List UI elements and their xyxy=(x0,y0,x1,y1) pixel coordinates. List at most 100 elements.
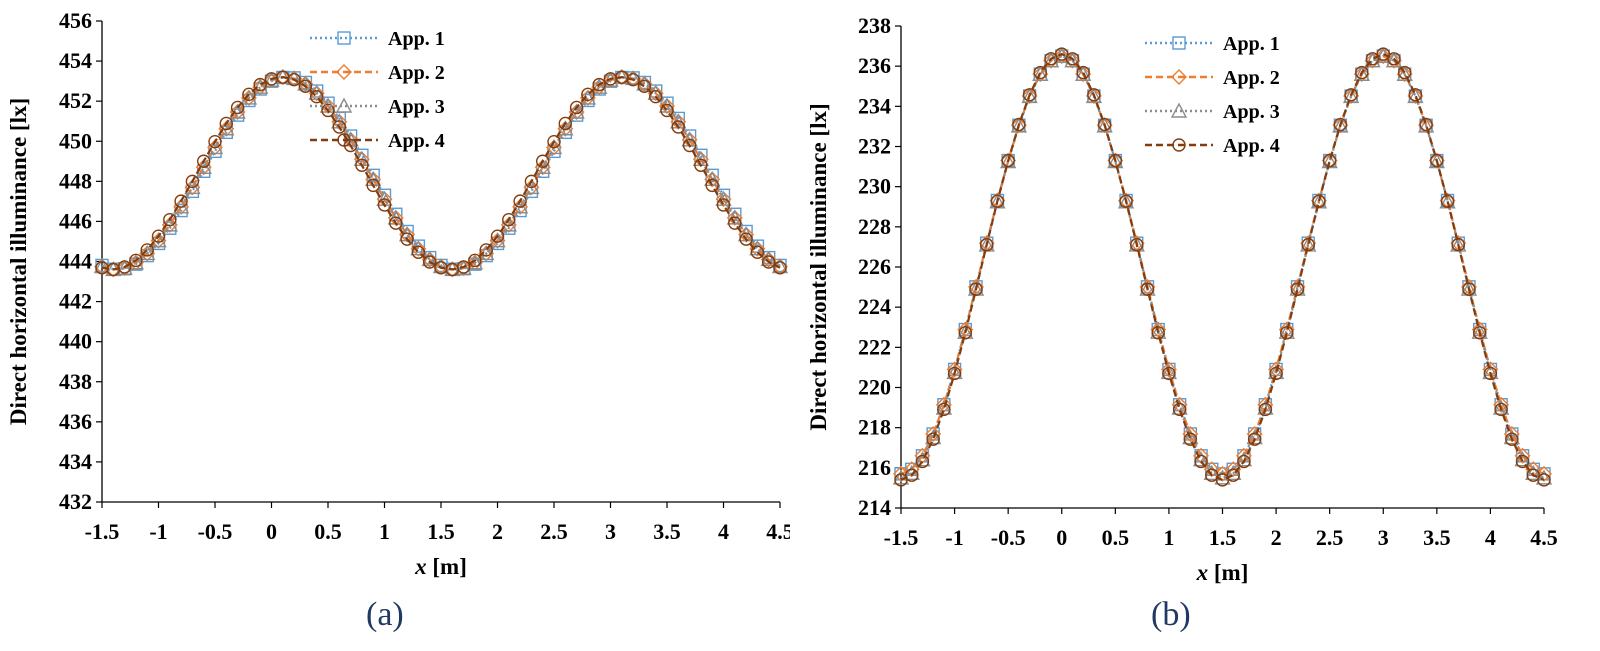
series-3-point xyxy=(1503,429,1521,445)
series-2-point xyxy=(1375,48,1392,65)
x-tick-label: -0.5 xyxy=(198,519,233,544)
legend-marker xyxy=(1172,138,1186,152)
series-4-point xyxy=(163,212,177,227)
series-4-point xyxy=(1258,402,1273,417)
series-2-point xyxy=(455,260,472,277)
legend-label: App. 2 xyxy=(388,62,445,84)
series-4-point xyxy=(456,260,471,274)
x-axis-label-unit: [m] xyxy=(1208,560,1248,585)
series-4-point xyxy=(980,238,994,252)
y-tick-label: 220 xyxy=(858,375,891,400)
y-tick-label: 456 xyxy=(59,8,92,33)
series-4-point xyxy=(682,138,697,153)
series-2-point xyxy=(1053,48,1070,65)
series-3-point xyxy=(1042,52,1060,68)
series-3-point xyxy=(1225,464,1242,480)
x-tick-label: 2.5 xyxy=(540,519,568,544)
x-tick-label: 2 xyxy=(492,519,503,544)
series-4-point xyxy=(1247,432,1262,446)
series-3-point xyxy=(1492,399,1510,415)
series-4-point xyxy=(1344,88,1358,102)
series-4-point xyxy=(1194,454,1208,469)
series-4-point xyxy=(490,229,505,243)
series-3-point xyxy=(946,363,963,380)
y-tick-label: 434 xyxy=(59,449,92,474)
series-2-point xyxy=(478,245,495,262)
series-4-point xyxy=(1108,153,1123,168)
x-tick-label: 3 xyxy=(1378,525,1389,550)
series-4-point xyxy=(129,253,143,268)
y-tick-label: 224 xyxy=(858,294,891,319)
series-4-point xyxy=(1451,238,1465,252)
legend: App. 1 App. 2 App. 3 App. 4 xyxy=(310,28,445,152)
series-4-point xyxy=(671,120,685,134)
series-1-point xyxy=(140,248,154,263)
series-3-point xyxy=(1257,399,1274,415)
series-1-point xyxy=(728,207,742,221)
series-2-point xyxy=(308,85,325,102)
series-2-point xyxy=(1150,321,1167,338)
series-4-point xyxy=(196,154,211,168)
series-2-point xyxy=(726,209,743,226)
series-4-point xyxy=(1333,117,1348,132)
series-4-point xyxy=(649,89,663,104)
series-1-point xyxy=(1226,462,1240,476)
series-4-point xyxy=(366,178,380,193)
series-4-point xyxy=(389,216,403,230)
x-tick-label: 1 xyxy=(379,519,390,544)
y-tick-label: 432 xyxy=(59,489,92,514)
series-1-point xyxy=(1162,362,1176,377)
series-3-point xyxy=(760,251,777,267)
series-3-point xyxy=(1010,117,1028,133)
y-tick-label: 450 xyxy=(59,128,92,153)
series-4-point xyxy=(1022,88,1037,102)
x-tick-label: 4 xyxy=(718,519,729,544)
chart-b-svg: 214216218220222224226228230232234236238-… xyxy=(806,13,1558,585)
series-3-point xyxy=(1075,65,1092,82)
series-3-point xyxy=(1332,117,1349,133)
series-4-point xyxy=(242,87,256,102)
series-3-point xyxy=(1203,464,1220,480)
series-4-point xyxy=(536,154,550,168)
x-tick-label: -1 xyxy=(149,519,167,544)
series-3-point xyxy=(1321,153,1338,169)
series-4-point xyxy=(915,454,930,469)
series-2-point xyxy=(127,254,144,271)
x-tick-label: -1 xyxy=(945,525,963,550)
series-3-point xyxy=(1246,429,1263,445)
series-4-point xyxy=(592,77,606,92)
series-2-point xyxy=(116,260,133,277)
series-3-point xyxy=(924,429,942,445)
series-4-point xyxy=(1226,468,1240,482)
series-4-point xyxy=(253,77,267,92)
series-4-point xyxy=(411,245,426,260)
series-2-point xyxy=(1064,52,1081,69)
series-4-point xyxy=(1162,366,1176,381)
series-3-point xyxy=(935,399,953,415)
y-tick-label: 222 xyxy=(858,334,891,359)
series-3-point xyxy=(263,71,280,87)
series-4-point xyxy=(1505,432,1519,446)
series-2-point xyxy=(579,89,596,106)
series-4-point xyxy=(547,134,561,149)
legend-label: App. 2 xyxy=(1223,67,1280,89)
series-4-point xyxy=(1087,88,1101,102)
series-2-point xyxy=(1493,396,1510,413)
series-2-point xyxy=(925,425,942,442)
x-tick-label: 4.5 xyxy=(1530,525,1558,550)
legend-label: App. 1 xyxy=(1223,33,1280,55)
y-tick-label: 234 xyxy=(858,93,891,118)
series-1-point xyxy=(411,239,426,253)
series-4-point xyxy=(1065,52,1080,66)
series-2-point xyxy=(1514,447,1531,464)
series-4-point xyxy=(377,198,392,212)
x-tick-label: 3.5 xyxy=(1423,525,1451,550)
y-tick-label: 444 xyxy=(59,249,92,274)
series-4-point xyxy=(1494,402,1508,417)
series-4-point xyxy=(773,261,787,275)
series-4-point xyxy=(1183,432,1198,446)
legend-marker xyxy=(337,31,351,45)
x-tick-label: 3.5 xyxy=(653,519,681,544)
x-tick-label: 3 xyxy=(605,519,616,544)
caption-a: (a) xyxy=(366,596,404,633)
